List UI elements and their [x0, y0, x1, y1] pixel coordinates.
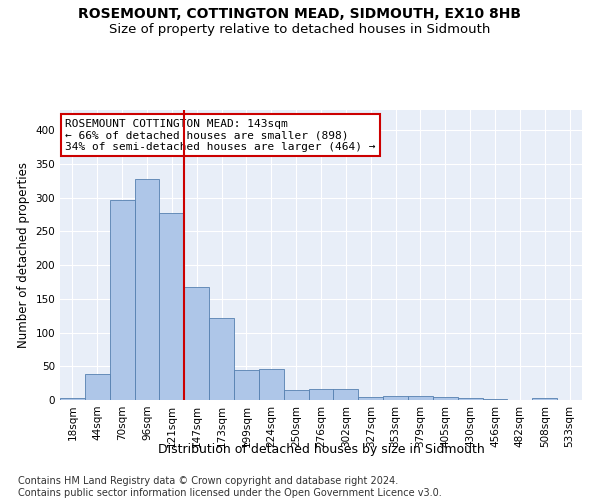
Text: Size of property relative to detached houses in Sidmouth: Size of property relative to detached ho… [109, 22, 491, 36]
Bar [383, 396, 408, 400]
Text: ROSEMOUNT, COTTINGTON MEAD, SIDMOUTH, EX10 8HB: ROSEMOUNT, COTTINGTON MEAD, SIDMOUTH, EX… [79, 8, 521, 22]
Text: ROSEMOUNT COTTINGTON MEAD: 143sqm
← 66% of detached houses are smaller (898)
34%: ROSEMOUNT COTTINGTON MEAD: 143sqm ← 66% … [65, 118, 376, 152]
Bar [308, 389, 334, 400]
Bar [284, 390, 308, 400]
Bar [110, 200, 134, 400]
Bar [85, 374, 110, 400]
Bar [433, 396, 458, 400]
Bar [458, 398, 482, 400]
Bar [358, 396, 383, 400]
Bar [184, 288, 209, 400]
Text: Contains HM Land Registry data © Crown copyright and database right 2024.
Contai: Contains HM Land Registry data © Crown c… [18, 476, 442, 498]
Bar [408, 396, 433, 400]
Bar [259, 369, 284, 400]
Bar [60, 398, 85, 400]
Text: Distribution of detached houses by size in Sidmouth: Distribution of detached houses by size … [158, 442, 484, 456]
Bar [160, 212, 184, 400]
Bar [532, 398, 557, 400]
Bar [134, 179, 160, 400]
Bar [209, 318, 234, 400]
Bar [334, 388, 358, 400]
Bar [234, 370, 259, 400]
Y-axis label: Number of detached properties: Number of detached properties [17, 162, 30, 348]
